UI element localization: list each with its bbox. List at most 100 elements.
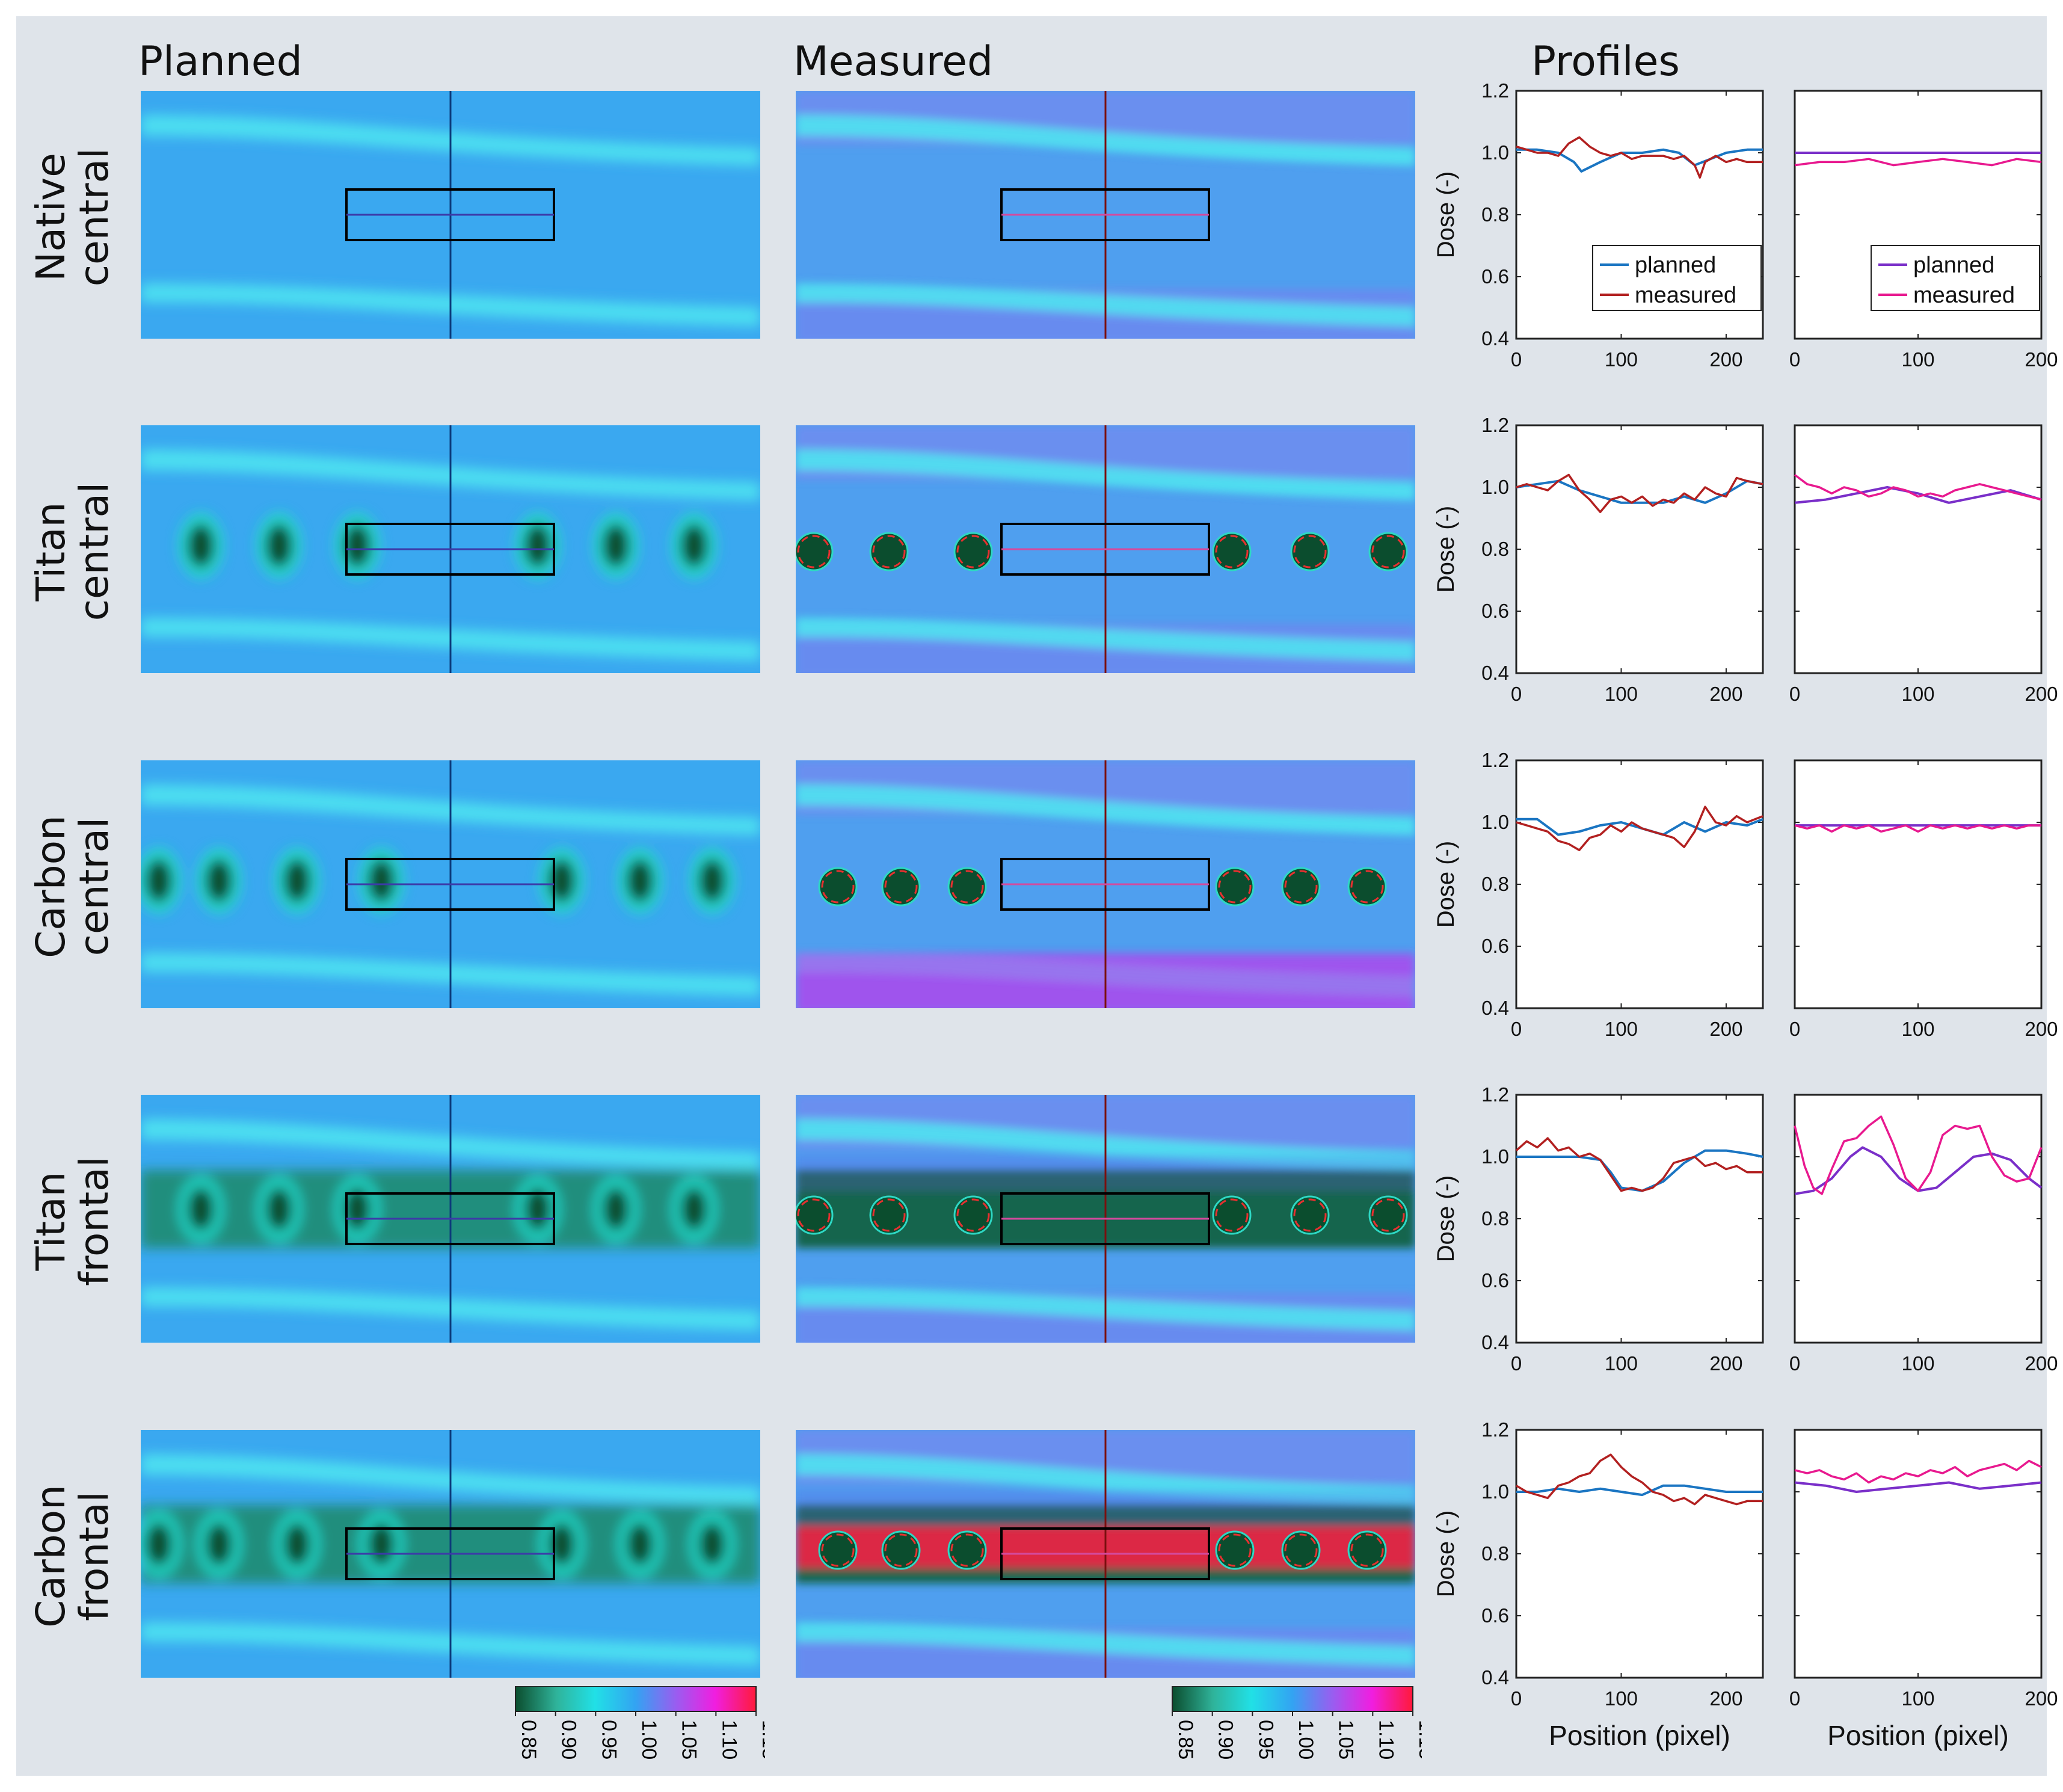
row-label-line2: frontal bbox=[71, 1491, 117, 1621]
x-tick-label: 200 bbox=[2025, 348, 2058, 371]
column-title-planned: Planned bbox=[138, 38, 303, 85]
row-label-carbon-frontal: Carbon frontal bbox=[28, 1424, 150, 1689]
y-tick-label: 0.6 bbox=[1481, 935, 1509, 957]
x-axis-label: Position (pixel) bbox=[1549, 1720, 1730, 1751]
legend-box bbox=[1592, 245, 1762, 311]
series-line-measured bbox=[1516, 1453, 1763, 1506]
x-tick-label: 100 bbox=[1605, 683, 1638, 705]
x-tick-label: 200 bbox=[1709, 683, 1742, 705]
planned-dose-map bbox=[141, 1430, 760, 1678]
x-tick-label: 100 bbox=[1901, 683, 1934, 705]
colorbar-tick-label: 1.05 bbox=[678, 1720, 701, 1760]
plot-frame bbox=[1794, 424, 2043, 674]
y-tick-label: 1.0 bbox=[1481, 141, 1509, 164]
x-tick-label: 0 bbox=[1789, 348, 1800, 371]
column-title-profiles: Profiles bbox=[1531, 38, 1680, 85]
series-line-measured bbox=[1516, 805, 1763, 852]
colorbar-tick-label: 1.10 bbox=[1374, 1720, 1397, 1760]
x-tick-label: 200 bbox=[2025, 1018, 2058, 1040]
series-line-measured bbox=[1516, 136, 1763, 179]
plot-frame bbox=[1515, 1094, 1764, 1344]
series-line-measured bbox=[1515, 1137, 1763, 1192]
colorbar-tick-label: 1.10 bbox=[718, 1720, 740, 1760]
row-label-line2: central bbox=[71, 147, 117, 287]
x-tick-label: 0 bbox=[1511, 1687, 1522, 1710]
y-tick-label: 0.8 bbox=[1481, 1207, 1509, 1230]
row-label-titan-frontal: Titan frontal bbox=[28, 1089, 150, 1353]
plot-frame bbox=[1794, 1429, 2043, 1679]
x-tick-label: 100 bbox=[1605, 1352, 1638, 1375]
y-axis-label: Dose (-) bbox=[1433, 1175, 1459, 1262]
y-axis-label: Dose (-) bbox=[1433, 506, 1459, 593]
y-tick-label: 0.6 bbox=[1481, 1604, 1509, 1627]
y-tick-label: 0.6 bbox=[1481, 265, 1509, 288]
row-label-carbon-central: Carbon central bbox=[28, 754, 150, 1019]
measured-dose-map bbox=[796, 760, 1415, 1008]
measured-dose-map bbox=[796, 1430, 1415, 1678]
x-tick-label: 100 bbox=[1605, 348, 1638, 371]
measured-dose-map bbox=[796, 1095, 1415, 1343]
row-label-line1: Native bbox=[28, 153, 74, 282]
series-line-measured bbox=[1794, 1459, 2042, 1484]
x-tick-label: 200 bbox=[1709, 348, 1742, 371]
colorbar-tick-label: 1.15 bbox=[758, 1720, 765, 1760]
y-tick-label: 0.8 bbox=[1481, 538, 1509, 560]
y-tick-label: 0.4 bbox=[1481, 997, 1509, 1019]
y-tick-label: 0.8 bbox=[1481, 203, 1509, 226]
row-label-line1: Carbon bbox=[28, 815, 74, 958]
row-label-native-central: Native central bbox=[28, 85, 150, 349]
series-line-measured bbox=[1794, 474, 2042, 501]
planned-dose-map bbox=[141, 1095, 760, 1343]
x-axis-label: Position (pixel) bbox=[1827, 1720, 2009, 1751]
y-axis-label: Dose (-) bbox=[1433, 841, 1459, 928]
measured-colorbar: 0.85 0.90 0.95 1.00 1.05 1.10 1.15 bbox=[1169, 1686, 1437, 1773]
colorbar-gradient bbox=[1172, 1686, 1413, 1712]
x-tick-label: 0 bbox=[1511, 683, 1522, 705]
y-tick-label: 1.0 bbox=[1481, 476, 1509, 498]
legend-label-measured: measured bbox=[1635, 283, 1736, 308]
measured-dose-map bbox=[796, 425, 1415, 673]
y-tick-label: 0.6 bbox=[1481, 1269, 1509, 1292]
y-tick-label: 0.6 bbox=[1481, 600, 1509, 622]
x-tick-label: 100 bbox=[1901, 1352, 1934, 1375]
colorbar-tick-label: 1.05 bbox=[1335, 1720, 1357, 1760]
y-tick-label: 1.2 bbox=[1481, 414, 1509, 436]
y-axis-label: Dose (-) bbox=[1433, 1510, 1459, 1597]
plot-frame bbox=[1794, 1094, 2043, 1344]
y-tick-label: 1.2 bbox=[1481, 1083, 1509, 1106]
series-line-planned bbox=[1794, 486, 2042, 504]
row-label-titan-central: Titan central bbox=[28, 419, 150, 684]
plot-frame bbox=[1794, 759, 2043, 1009]
column-title-measured: Measured bbox=[793, 38, 994, 85]
y-axis-label: Dose (-) bbox=[1433, 171, 1459, 258]
x-tick-label: 200 bbox=[2025, 1687, 2058, 1710]
x-tick-label: 200 bbox=[1709, 1687, 1742, 1710]
colorbar-tick-label: 0.95 bbox=[1254, 1720, 1277, 1760]
x-tick-label: 200 bbox=[1709, 1352, 1742, 1375]
x-tick-label: 100 bbox=[1605, 1687, 1638, 1710]
x-tick-label: 0 bbox=[1511, 1018, 1522, 1040]
colorbar-tick-label: 1.00 bbox=[638, 1720, 660, 1760]
y-tick-label: 0.8 bbox=[1481, 873, 1509, 895]
x-tick-label: 100 bbox=[1901, 1018, 1934, 1040]
y-tick-label: 1.2 bbox=[1481, 1418, 1509, 1441]
legend-label-planned: planned bbox=[1635, 253, 1716, 278]
series-line-measured bbox=[1794, 1115, 2043, 1195]
x-tick-label: 0 bbox=[1511, 1352, 1522, 1375]
measured-dose-map bbox=[796, 91, 1415, 339]
colorbar-tick-label: 0.90 bbox=[1214, 1720, 1237, 1760]
series-line-measured bbox=[1516, 473, 1763, 513]
colorbar-tick-label: 0.90 bbox=[558, 1720, 580, 1760]
planned-dose-map bbox=[141, 760, 760, 1008]
x-tick-label: 200 bbox=[1709, 1018, 1742, 1040]
planned-dose-map bbox=[141, 425, 760, 673]
x-tick-label: 0 bbox=[1511, 348, 1522, 371]
row-label-line2: frontal bbox=[71, 1156, 117, 1286]
colorbar-tick-label: 0.85 bbox=[517, 1720, 540, 1760]
y-tick-label: 1.0 bbox=[1481, 1480, 1509, 1503]
series-line-planned bbox=[1516, 148, 1763, 173]
planned-colorbar: 0.85 0.90 0.95 1.00 1.05 1.10 1.15 bbox=[512, 1686, 781, 1773]
x-tick-label: 0 bbox=[1789, 1687, 1800, 1710]
x-tick-label: 100 bbox=[1901, 1687, 1934, 1710]
colorbar-gradient bbox=[515, 1686, 757, 1712]
